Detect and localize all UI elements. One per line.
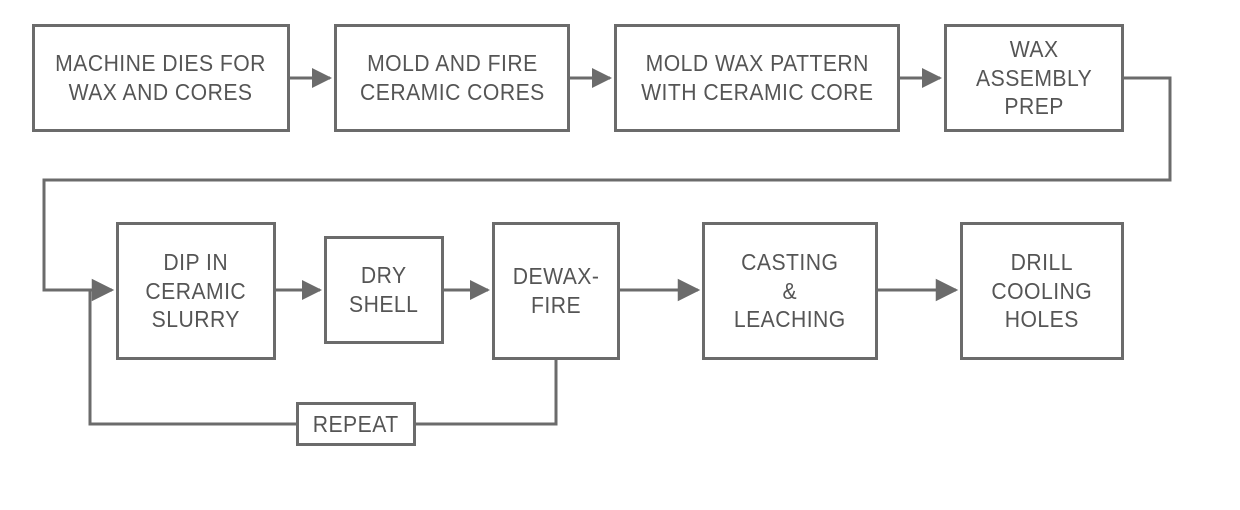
node-label: DEWAX-FIRE — [513, 262, 600, 320]
edge-loop-right — [416, 360, 556, 424]
node-label: CASTING&LEACHING — [734, 248, 846, 334]
node-drill-cooling-holes: DRILLCOOLINGHOLES — [960, 222, 1124, 360]
node-casting-leaching: CASTING&LEACHING — [702, 222, 878, 360]
node-label: DIP INCERAMICSLURRY — [146, 248, 247, 334]
process-flowchart: MACHINE DIES FORWAX AND CORES MOLD AND F… — [0, 0, 1240, 510]
node-mold-wax-pattern: MOLD WAX PATTERNWITH CERAMIC CORE — [614, 24, 900, 132]
node-machine-dies: MACHINE DIES FORWAX AND CORES — [32, 24, 290, 132]
node-wax-assembly-prep: WAXASSEMBLYPREP — [944, 24, 1124, 132]
node-mold-fire-cores: MOLD AND FIRECERAMIC CORES — [334, 24, 570, 132]
node-label: DRYSHELL — [349, 261, 418, 319]
node-label: DRILLCOOLINGHOLES — [992, 248, 1093, 334]
node-label: MACHINE DIES FORWAX AND CORES — [56, 49, 267, 107]
node-label: MOLD AND FIRECERAMIC CORES — [360, 49, 545, 107]
node-repeat: REPEAT — [296, 402, 416, 446]
node-label: MOLD WAX PATTERNWITH CERAMIC CORE — [641, 49, 873, 107]
node-dry-shell: DRYSHELL — [324, 236, 444, 344]
node-label: WAXASSEMBLYPREP — [976, 35, 1092, 121]
node-dip-slurry: DIP INCERAMICSLURRY — [116, 222, 276, 360]
node-dewax-fire: DEWAX-FIRE — [492, 222, 620, 360]
node-label: REPEAT — [313, 410, 399, 439]
